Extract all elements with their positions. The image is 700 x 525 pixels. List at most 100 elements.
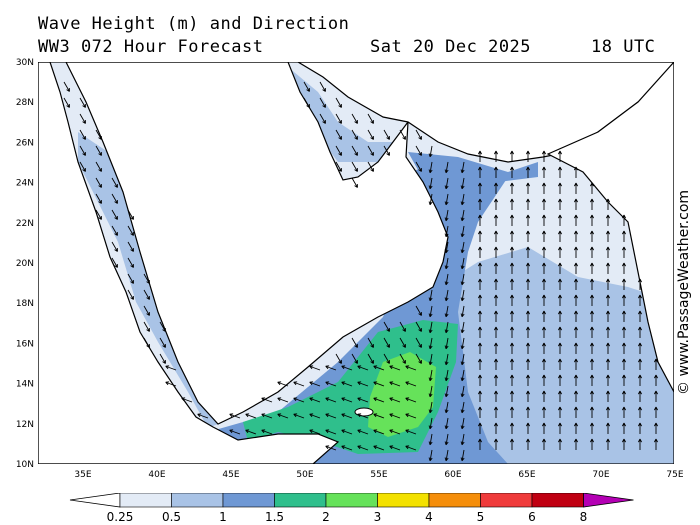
wave-arrow xyxy=(542,326,546,338)
wave-arrow xyxy=(478,406,482,418)
wave-arrow xyxy=(383,145,390,156)
wave-arrow xyxy=(165,381,177,387)
wave-arrow xyxy=(494,390,498,402)
wave-arrow xyxy=(399,129,406,140)
colorbar-label: 2 xyxy=(322,510,330,523)
wave-arrow xyxy=(367,337,374,348)
wave-arrow xyxy=(444,433,449,446)
wave-arrow xyxy=(574,422,578,434)
wave-arrow xyxy=(526,278,530,290)
wave-arrow xyxy=(111,225,118,236)
wave-arrow xyxy=(574,262,578,274)
wave-arrow xyxy=(309,413,321,419)
wave-arrow xyxy=(526,326,530,338)
wave-arrow xyxy=(428,369,433,382)
wave-arrow xyxy=(405,445,417,451)
lat-axis: 30N 28N 26N 24N 22N 20N 18N 16N 14N 12N 10N xyxy=(16,58,34,470)
wave-arrow xyxy=(444,369,449,382)
wave-arrow xyxy=(357,381,369,387)
wave-arrow xyxy=(111,209,118,220)
wave-arrow xyxy=(460,321,465,334)
colorbar-label: 3 xyxy=(374,510,382,523)
wave-arrow xyxy=(526,182,530,194)
wave-arrow xyxy=(606,230,610,242)
wave-arrow xyxy=(574,374,578,386)
wave-arrow xyxy=(590,294,594,306)
wave-arrow xyxy=(79,113,86,124)
wave-arrow xyxy=(510,246,514,258)
wave-arrow xyxy=(351,161,358,172)
wave-arrow xyxy=(229,429,241,435)
wave-arrow xyxy=(428,417,433,430)
wave-arrow xyxy=(428,385,433,398)
wave-arrow xyxy=(654,390,658,402)
wave-arrow xyxy=(277,381,289,387)
wave-arrow xyxy=(143,289,150,300)
wave-arrow xyxy=(494,358,498,370)
wave-arrow xyxy=(622,262,626,274)
wave-arrow xyxy=(526,262,530,274)
wave-arrow xyxy=(444,241,449,254)
wave-arrow xyxy=(622,230,626,242)
wave-arrow xyxy=(444,161,449,174)
wave-arrow xyxy=(590,262,594,274)
wave-arrow xyxy=(558,342,562,354)
wave-arrow xyxy=(341,381,353,387)
wave-arrow xyxy=(638,310,642,322)
wave-arrow xyxy=(542,390,546,402)
wave-arrow xyxy=(622,390,626,402)
wave-arrow xyxy=(229,413,241,419)
wave-arrow xyxy=(444,225,449,238)
wave-arrow xyxy=(574,278,578,290)
wave-arrow xyxy=(542,198,546,210)
wave-arrow xyxy=(622,342,626,354)
wave-arrow xyxy=(494,310,498,322)
wave-arrow xyxy=(319,97,326,108)
wave-arrow xyxy=(389,445,401,451)
wave-arrow xyxy=(293,381,305,387)
wave-arrow xyxy=(654,406,658,418)
wave-arrow xyxy=(309,429,321,435)
lat-label: 22N xyxy=(16,219,34,229)
wave-arrow xyxy=(638,438,642,450)
wave-arrow xyxy=(341,365,353,371)
wave-arrow xyxy=(367,161,374,172)
wave-arrow xyxy=(373,445,385,451)
lon-label: 60E xyxy=(444,470,461,480)
colorbar-label: 1 xyxy=(219,510,227,523)
wave-arrow xyxy=(325,365,337,371)
wave-arrow xyxy=(654,374,658,386)
forecast-subtitle: WW3 072 Hour Forecast xyxy=(38,37,264,57)
wave-arrow xyxy=(428,321,433,334)
wave-arrow xyxy=(373,429,385,435)
wave-arrow xyxy=(127,289,134,300)
wave-arrow xyxy=(165,365,177,371)
colorbar-segment xyxy=(480,493,533,508)
wave-arrow xyxy=(606,214,610,226)
colorbar-label: 8 xyxy=(580,510,588,523)
wave-arrow xyxy=(95,129,102,140)
wave-arrow xyxy=(590,406,594,418)
wave-arrow xyxy=(478,390,482,402)
wave-arrow xyxy=(574,166,578,178)
wave-arrow xyxy=(143,321,150,332)
forecast-date: Sat 20 Dec 2025 xyxy=(370,37,532,57)
watermark: © www.PassageWeather.com xyxy=(676,190,692,395)
wave-arrow xyxy=(510,166,514,178)
lat-label: 12N xyxy=(16,420,34,430)
wave-arrow xyxy=(590,390,594,402)
wave-arrow xyxy=(341,429,353,435)
wave-arrow xyxy=(622,374,626,386)
lon-label: 75E xyxy=(666,470,683,480)
wave-arrow xyxy=(428,305,433,318)
wave-arrow xyxy=(558,406,562,418)
wave-arrow xyxy=(574,310,578,322)
wave-arrow xyxy=(542,246,546,258)
wave-arrow xyxy=(444,257,449,270)
wave-height-map xyxy=(38,62,674,464)
wave-arrow xyxy=(558,374,562,386)
wave-arrow xyxy=(309,381,321,387)
lon-label: 40E xyxy=(148,470,165,480)
wave-arrow xyxy=(415,337,422,348)
wave-arrow xyxy=(622,214,626,226)
